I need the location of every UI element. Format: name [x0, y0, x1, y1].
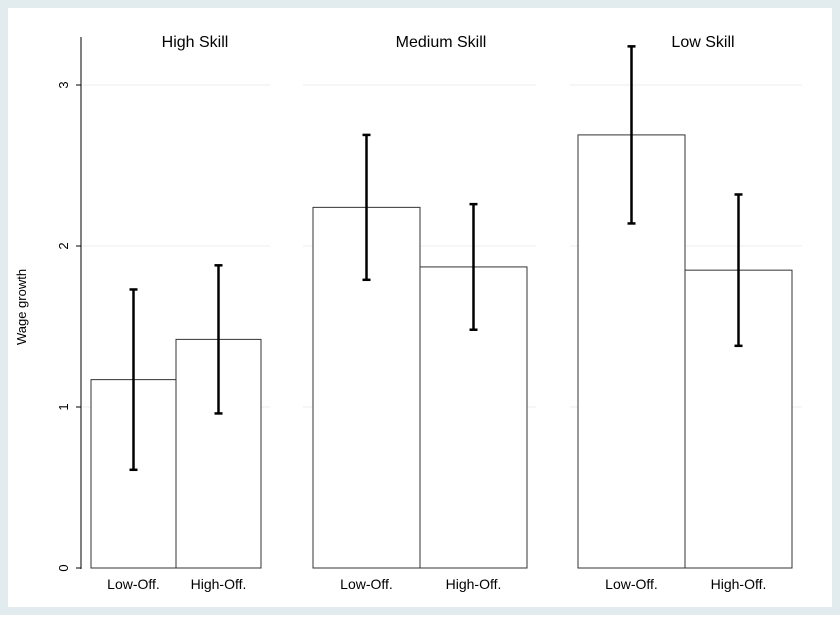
y-tick-label: 0 [56, 564, 71, 571]
x-category-label: High-Off. [711, 576, 767, 592]
x-category-label: Low-Off. [605, 576, 658, 592]
y-tick-label: 1 [56, 403, 71, 410]
y-tick-label: 2 [56, 242, 71, 249]
panel-title: Low Skill [671, 34, 734, 51]
x-category-label: Low-Off. [340, 576, 393, 592]
x-category-label: High-Off. [446, 576, 502, 592]
panel-title: High Skill [162, 34, 229, 51]
bar [684, 269, 793, 569]
x-category-label: High-Off. [191, 576, 247, 592]
x-category-label: Low-Off. [107, 576, 160, 592]
y-axis-label: Wage growth [14, 269, 29, 345]
y-tick-label: 3 [56, 81, 71, 88]
panel-title: Medium Skill [396, 34, 487, 51]
bar [312, 206, 421, 569]
